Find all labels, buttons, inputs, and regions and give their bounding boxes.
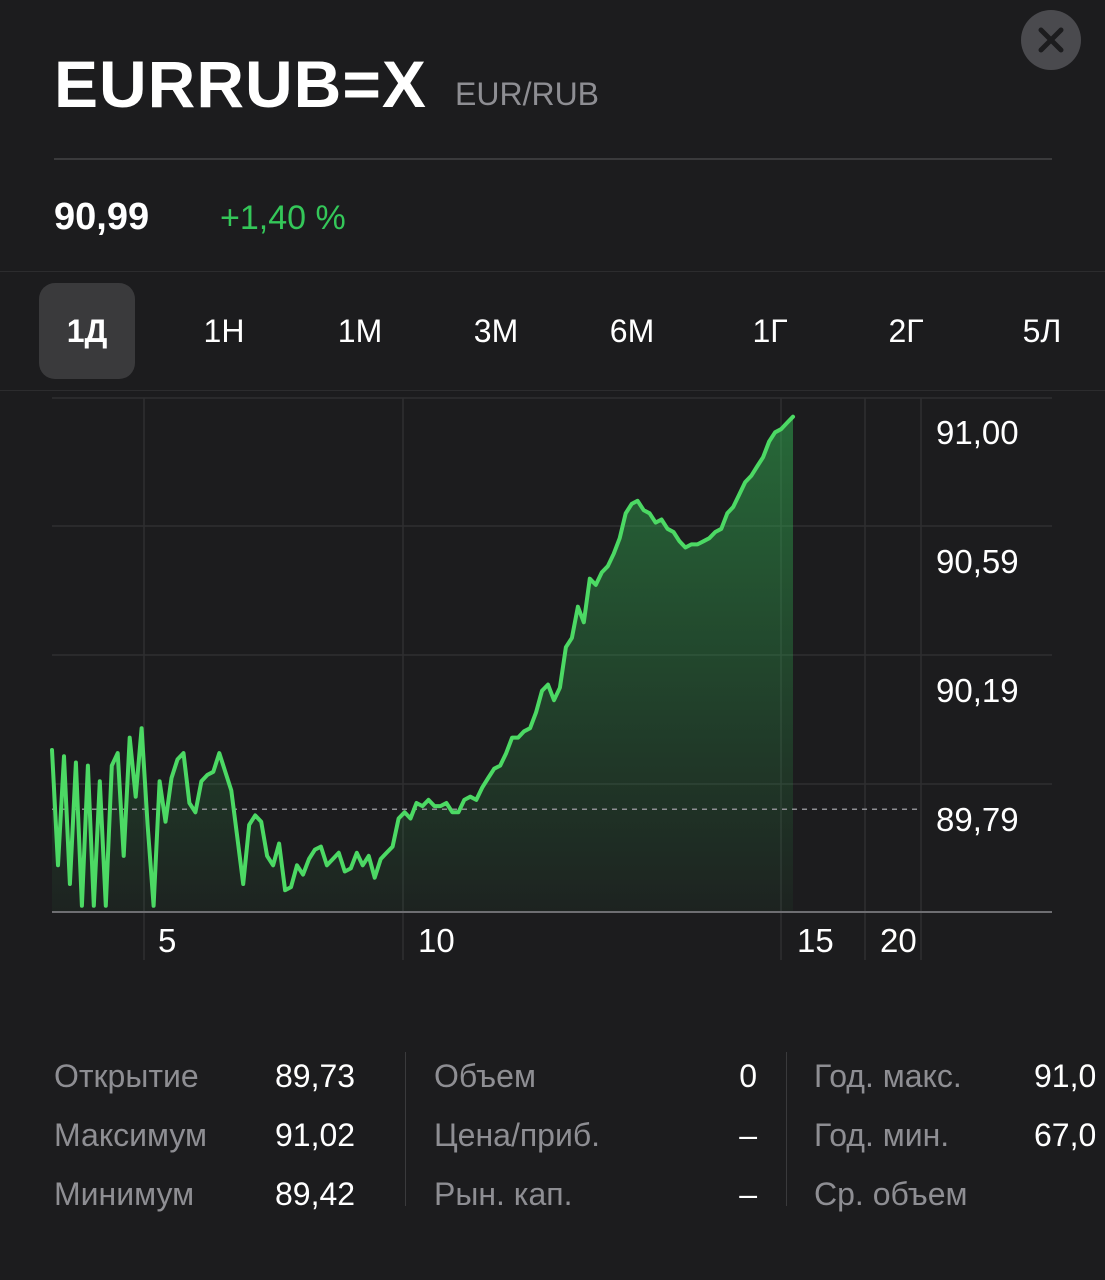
stat-pe-value: –	[739, 1117, 757, 1153]
stat-year-low-value: 67,0	[1034, 1117, 1097, 1153]
tab-1y[interactable]: 1Г	[752, 313, 788, 349]
tab-5y[interactable]: 5Л	[1022, 313, 1062, 349]
stat-open-value: 89,73	[275, 1058, 356, 1094]
x-tick-label: 10	[418, 922, 455, 959]
stat-volume-label: Объем	[434, 1058, 536, 1094]
stat-year-high-label: Год. макс.	[814, 1058, 962, 1094]
stat-low-label: Минимум	[54, 1176, 195, 1212]
stats-divider	[405, 1052, 406, 1206]
stat-year-low-label: Год. мин.	[814, 1117, 950, 1153]
chart-series-line	[50, 414, 795, 908]
stat-pe-label: Цена/приб.	[434, 1117, 601, 1153]
tab-3m[interactable]: 3М	[473, 313, 519, 349]
x-tick-label: 5	[158, 922, 176, 959]
y-tick-label: 89,79	[936, 801, 1019, 838]
stat-high-value: 91,02	[275, 1117, 356, 1153]
price-chart[interactable]: 91,00 90,59 90,19 89,79 5 10 15 20	[0, 390, 1105, 970]
stat-mktcap-value: –	[739, 1176, 757, 1212]
price-change-percent: +1,40 %	[220, 199, 346, 237]
tab-1w[interactable]: 1Н	[203, 313, 245, 349]
tab-1d[interactable]: 1Д	[39, 283, 135, 379]
y-tick-label: 90,19	[936, 672, 1019, 709]
stat-high-label: Максимум	[54, 1117, 208, 1153]
tabs-divider	[0, 390, 1105, 391]
x-tick-label: 15	[797, 922, 834, 959]
close-icon	[1038, 27, 1064, 53]
close-button[interactable]	[1021, 10, 1081, 70]
pair-name: EUR/RUB	[455, 76, 600, 112]
stats-divider	[786, 1052, 787, 1206]
stat-year-high-value: 91,0	[1034, 1058, 1097, 1094]
ticker-symbol: EURRUB=X	[54, 47, 427, 121]
stat-low-value: 89,42	[275, 1176, 356, 1212]
header-divider	[54, 158, 1052, 160]
y-tick-label: 90,59	[936, 543, 1019, 580]
stat-open-label: Открытие	[54, 1058, 199, 1094]
tab-6m[interactable]: 6М	[609, 313, 655, 349]
quote-divider	[0, 271, 1105, 272]
x-tick-label: 20	[880, 922, 917, 959]
stat-avg-volume-label: Ср. объем	[814, 1176, 968, 1212]
stat-volume-value: 0	[739, 1058, 757, 1094]
chart-area-fill	[52, 416, 793, 912]
y-tick-label: 91,00	[936, 414, 1019, 451]
tab-2y[interactable]: 2Г	[888, 313, 924, 349]
stat-mktcap-label: Рын. кап.	[434, 1176, 573, 1212]
current-price: 90,99	[54, 196, 150, 238]
tab-1m[interactable]: 1М	[337, 313, 383, 349]
